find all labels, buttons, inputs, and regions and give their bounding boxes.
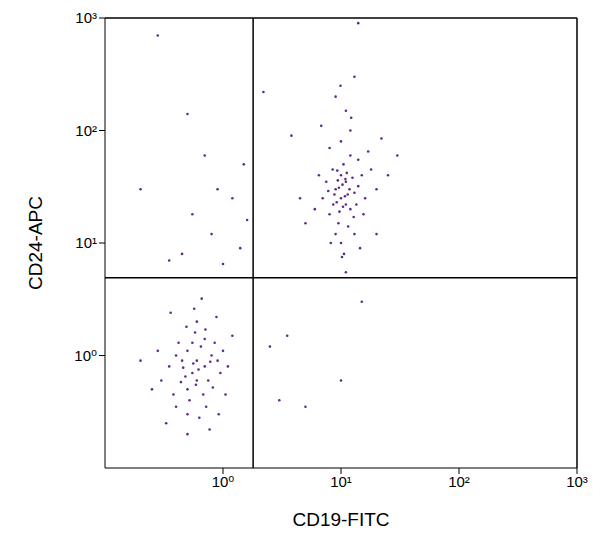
svg-text:10⁰: 10⁰ — [212, 473, 235, 490]
svg-text:CD24-APC: CD24-APC — [25, 196, 46, 290]
svg-text:10¹: 10¹ — [75, 234, 97, 251]
svg-text:10²: 10² — [75, 122, 97, 139]
svg-text:10²: 10² — [448, 473, 470, 490]
svg-text:10¹: 10¹ — [330, 473, 352, 490]
svg-text:10⁰: 10⁰ — [74, 347, 97, 364]
svg-text:CD19-FITC: CD19-FITC — [292, 509, 389, 530]
svg-text:10³: 10³ — [75, 9, 97, 26]
svg-text:10³: 10³ — [566, 473, 588, 490]
